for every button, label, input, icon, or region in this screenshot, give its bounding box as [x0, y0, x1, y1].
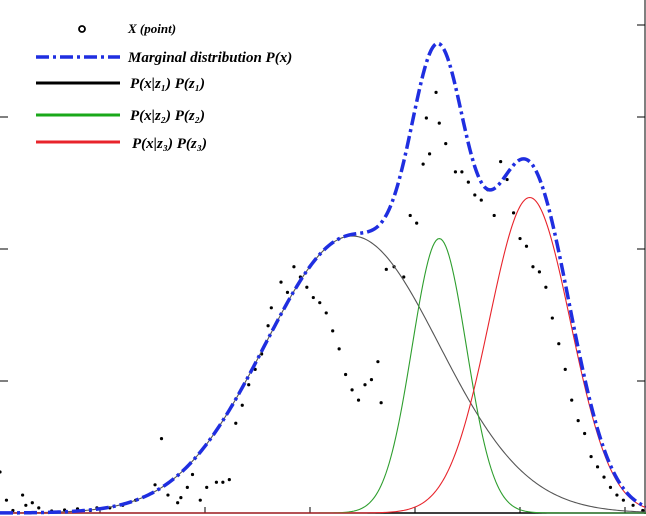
data-point [437, 121, 441, 125]
data-point [621, 498, 625, 502]
data-point [369, 378, 374, 382]
data-point [337, 347, 341, 351]
data-point [279, 280, 283, 284]
data-point [4, 498, 9, 502]
data-point [185, 485, 189, 489]
data-point [408, 213, 412, 218]
data-point [24, 503, 28, 507]
data-point [444, 142, 448, 146]
component-1-curve [0, 235, 646, 514]
data-point [608, 485, 613, 489]
data-point [331, 329, 335, 333]
data-point [198, 498, 202, 502]
data-point [453, 170, 458, 174]
data-point [631, 503, 635, 507]
data-point [311, 295, 315, 300]
legend-label-component-2: P(x|z₂) P(z₂) [130, 108, 205, 124]
data-point [324, 311, 328, 315]
data-point [240, 403, 244, 407]
data-point [247, 383, 251, 387]
legend-item-component-1: P(x|z₁) P(z₁) [36, 76, 205, 92]
data-point [214, 480, 219, 484]
data-point [318, 301, 322, 305]
data-point [350, 388, 354, 392]
data-point [524, 244, 529, 248]
data-point [415, 221, 419, 225]
data-point [234, 421, 238, 425]
legend: X (point) Marginal distribution P(x) P(x… [36, 21, 292, 152]
data-point [166, 493, 170, 497]
legend-item-points: X (point) [78, 21, 176, 36]
data-point [159, 437, 164, 441]
data-point [550, 316, 554, 320]
data-point [563, 367, 567, 371]
data-point [615, 493, 619, 497]
legend-label-marginal: Marginal distribution P(x) [127, 50, 292, 66]
data-point [30, 501, 34, 505]
legend-label-points: X (point) [127, 21, 176, 36]
data-point [479, 198, 483, 202]
data-point [176, 501, 180, 505]
legend-item-component-3: P(x|z₃) P(z₃) [36, 136, 207, 152]
data-point [221, 480, 225, 484]
data-point [595, 465, 600, 469]
data-point [641, 508, 645, 513]
data-point [21, 493, 25, 497]
data-point [576, 419, 580, 423]
data-point [269, 306, 273, 310]
data-point [179, 496, 183, 500]
data-point [424, 116, 428, 120]
data-point [379, 401, 383, 405]
legend-marker-point [78, 25, 86, 33]
data-point [0, 470, 2, 474]
data-point [421, 162, 425, 166]
data-point [511, 211, 516, 215]
data-point [602, 475, 606, 479]
data-point [505, 177, 509, 182]
data-point [466, 180, 470, 184]
data-point [227, 478, 231, 482]
data-point [376, 360, 380, 364]
data-point [266, 324, 270, 328]
legend-item-component-2: P(x|z₂) P(z₂) [36, 108, 205, 124]
data-point [531, 265, 535, 269]
data-point [427, 152, 432, 156]
data-point [356, 398, 361, 402]
data-points [0, 90, 645, 513]
data-point [402, 275, 406, 279]
legend-label-component-3: P(x|z₃) P(z₃) [132, 136, 207, 152]
data-point [434, 90, 438, 94]
component-3-curve [0, 196, 646, 514]
data-point [190, 472, 195, 477]
legend-item-marginal: Marginal distribution P(x) [36, 50, 292, 66]
data-point [344, 372, 348, 377]
data-point [285, 290, 290, 295]
data-point [518, 236, 522, 241]
data-point [292, 265, 296, 269]
data-point [153, 483, 157, 487]
data-point [557, 342, 561, 346]
marginal-distribution-curve [0, 41, 646, 515]
data-point [363, 383, 367, 387]
data-point [537, 270, 542, 274]
data-point [492, 213, 496, 218]
data-point [37, 506, 41, 510]
component-2-curve [0, 237, 646, 514]
data-point [583, 431, 587, 436]
legend-label-component-1: P(x|z₁) P(z₁) [130, 76, 205, 92]
data-point [499, 159, 503, 164]
data-point [460, 170, 464, 174]
data-point [384, 267, 388, 271]
data-point [305, 285, 309, 289]
data-point [544, 285, 548, 289]
data-point [205, 485, 209, 489]
data-point [570, 398, 574, 402]
data-point [589, 454, 593, 459]
data-point [473, 193, 477, 197]
